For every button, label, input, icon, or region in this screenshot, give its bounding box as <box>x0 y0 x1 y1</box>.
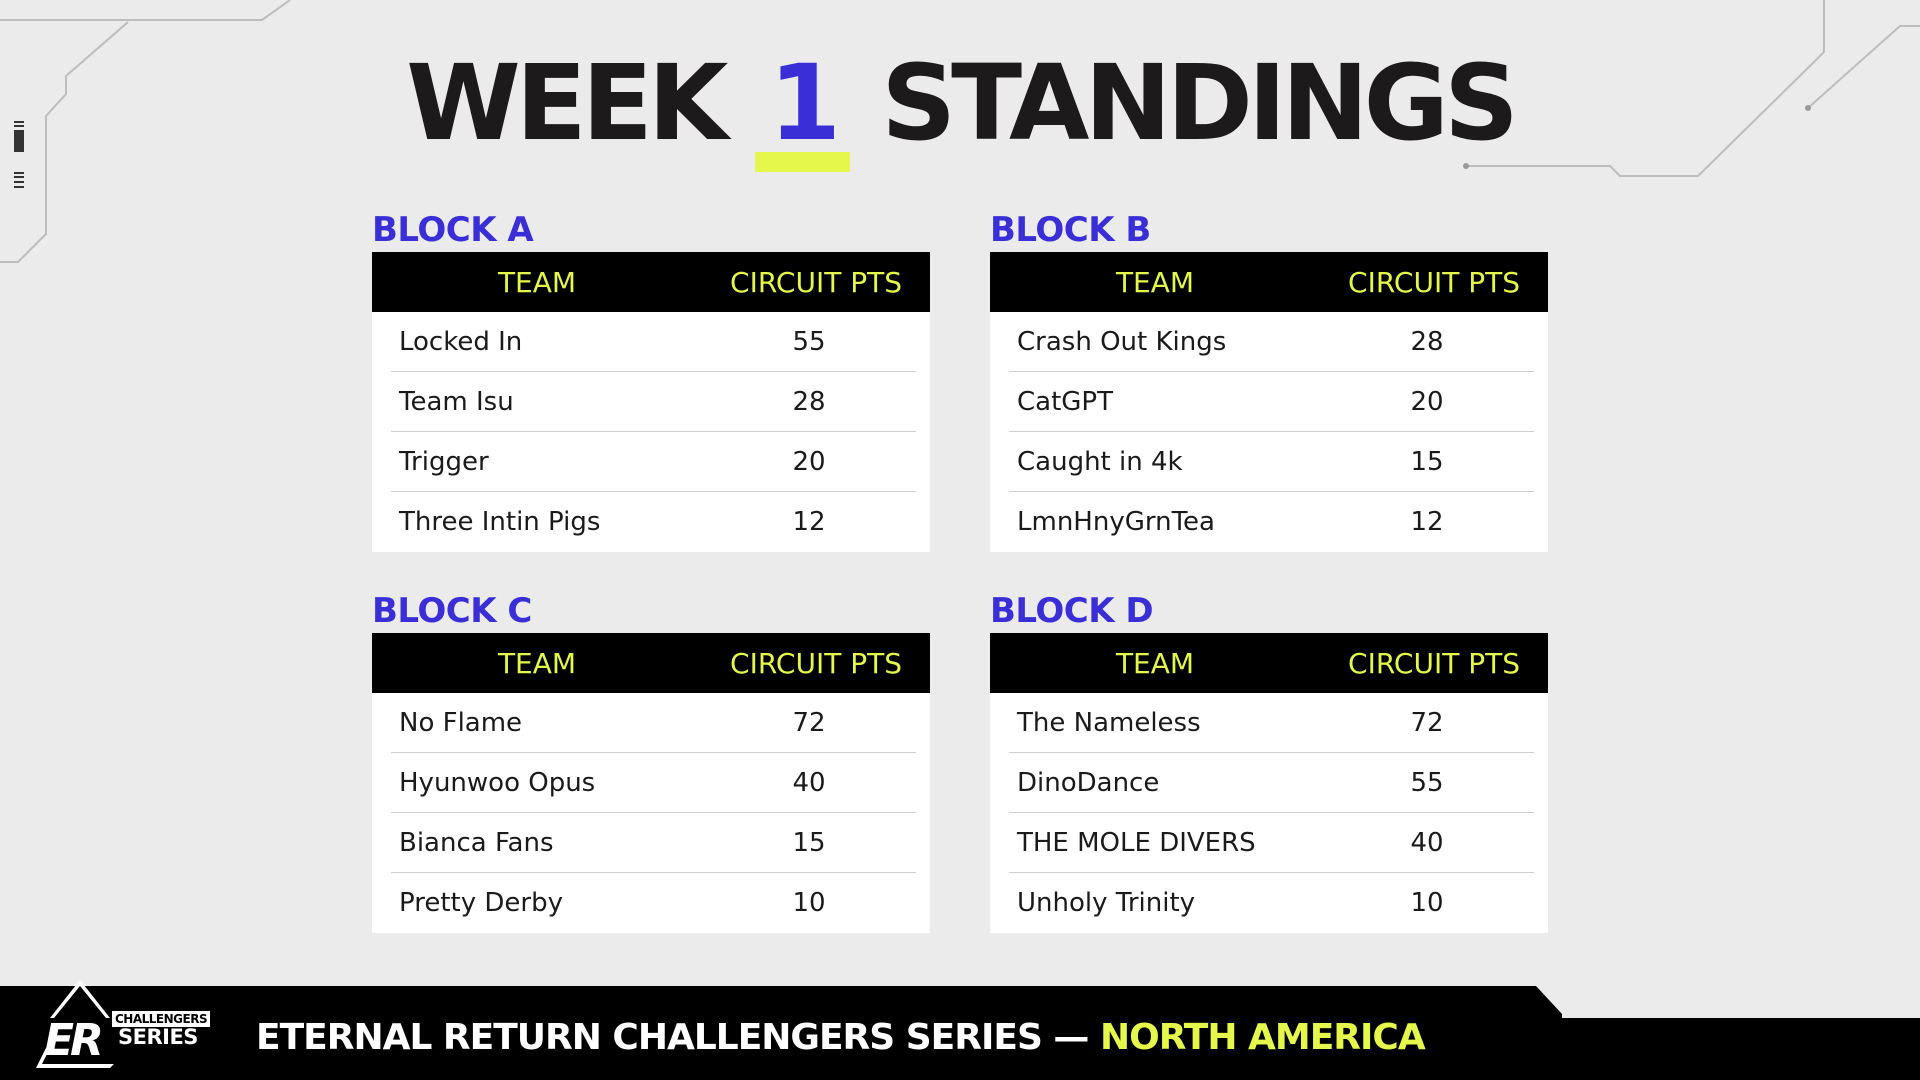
team-name: Three Intin Pigs <box>399 507 601 537</box>
team-name: Locked In <box>399 326 523 357</box>
team-name: DinoDance <box>1017 767 1160 798</box>
table-row: The Nameless 72 <box>1009 693 1534 753</box>
standings-table: TEAM CIRCUIT PTS Crash Out Kings 28 CatGP… <box>990 252 1548 552</box>
points-column-header: CIRCUIT PTS <box>730 646 902 680</box>
team-name: No Flame <box>399 707 523 738</box>
circuit-points: 72 <box>1410 707 1444 738</box>
series-name: ETERNAL RETURN CHALLENGERS SERIES — <box>256 1017 1100 1058</box>
circuit-points: 28 <box>792 386 826 417</box>
circuit-points: 40 <box>792 767 826 798</box>
table-row: Crash Out Kings 28 <box>1009 312 1534 372</box>
title-standings: STANDINGS <box>850 42 1519 164</box>
table-row: Trigger 20 <box>391 432 916 492</box>
team-name: The Nameless <box>1017 707 1201 738</box>
table-row: LmnHnyGrnTea 12 <box>1009 492 1534 552</box>
circuit-points: 10 <box>792 888 826 918</box>
logo-challengers-text: CHALLENGERS <box>112 1011 211 1027</box>
team-name: Pretty Derby <box>399 888 563 918</box>
footer-background <box>0 986 1920 1080</box>
block-title: BLOCK C <box>372 591 532 631</box>
table-header: TEAM CIRCUIT PTS <box>372 252 930 312</box>
table-row: Locked In 55 <box>391 312 916 372</box>
team-name: CatGPT <box>1017 386 1113 417</box>
team-column-header: TEAM <box>1115 646 1195 680</box>
points-column-header: CIRCUIT PTS <box>1348 646 1520 680</box>
circuit-points: 20 <box>1410 386 1444 417</box>
team-name: Trigger <box>399 446 489 477</box>
table-row: Bianca Fans 15 <box>391 813 916 873</box>
table-row: Unholy Trinity 10 <box>1009 873 1534 933</box>
team-name: LmnHnyGrnTea <box>1017 507 1215 537</box>
page-title: WEEK 1 STANDINGS <box>0 48 1920 158</box>
table-header: TEAM CIRCUIT PTS <box>990 633 1548 693</box>
block-c-standings: BLOCK C TEAM CIRCUIT PTS No Flame 72 Hyun… <box>372 589 930 933</box>
table-row: DinoDance 55 <box>1009 753 1534 813</box>
team-name: Hyunwoo Opus <box>399 767 596 798</box>
circuit-points: 12 <box>792 507 826 537</box>
table-header: TEAM CIRCUIT PTS <box>372 633 930 693</box>
circuit-points: 15 <box>1410 446 1444 477</box>
circuit-points: 55 <box>792 326 826 357</box>
challengers-series-logo <box>36 980 114 1068</box>
block-d-standings: BLOCK D TEAM CIRCUIT PTS The Nameless 72 … <box>990 589 1548 933</box>
region-name: NORTH AMERICA <box>1099 1017 1426 1058</box>
circuit-points: 10 <box>1410 888 1444 918</box>
block-title: BLOCK B <box>990 210 1151 250</box>
points-column-header: CIRCUIT PTS <box>1348 265 1520 299</box>
team-name: Caught in 4k <box>1017 446 1183 477</box>
circuit-points: 55 <box>1410 767 1444 798</box>
table-row: Team Isu 28 <box>391 372 916 432</box>
team-name: Crash Out Kings <box>1017 326 1227 357</box>
circuit-points: 28 <box>1410 326 1444 357</box>
team-column-header: TEAM <box>497 265 577 299</box>
team-name: Unholy Trinity <box>1017 888 1196 918</box>
points-column-header: CIRCUIT PTS <box>730 265 902 299</box>
circuit-points: 72 <box>792 707 826 738</box>
block-title: BLOCK A <box>372 210 534 250</box>
block-b-standings: BLOCK B TEAM CIRCUIT PTS Crash Out Kings… <box>990 208 1548 552</box>
circuit-points: 12 <box>1410 507 1444 537</box>
team-name: Team Isu <box>399 386 514 417</box>
circuit-points: 40 <box>1410 827 1444 858</box>
circuit-points: 15 <box>792 827 826 858</box>
table-row: Caught in 4k 15 <box>1009 432 1534 492</box>
standings-table: TEAM CIRCUIT PTS Locked In 55 Team Isu 28 … <box>372 252 930 552</box>
team-column-header: TEAM <box>1115 265 1195 299</box>
team-name: Bianca Fans <box>399 827 554 858</box>
circuit-points: 20 <box>792 446 826 477</box>
table-row: Three Intin Pigs 12 <box>391 492 916 552</box>
footer-banner <box>0 986 1920 1080</box>
title-week-number: 1 <box>755 42 850 164</box>
table-row: Hyunwoo Opus 40 <box>391 753 916 813</box>
title-week: WEEK <box>406 42 755 164</box>
table-row: THE MOLE DIVERS 40 <box>1009 813 1534 873</box>
logo-mark: ER <box>44 1015 104 1066</box>
table-row: CatGPT 20 <box>1009 372 1534 432</box>
standings-table: TEAM CIRCUIT PTS The Nameless 72 DinoDanc… <box>990 633 1548 933</box>
footer-series-title: ETERNAL RETURN CHALLENGERS SERIES — NORT… <box>256 1017 1426 1058</box>
table-row: No Flame 72 <box>391 693 916 753</box>
team-column-header: TEAM <box>497 646 577 680</box>
table-row: Pretty Derby 10 <box>391 873 916 933</box>
block-a-standings: BLOCK A TEAM CIRCUIT PTS Locked In 55 Tea… <box>372 208 930 552</box>
team-name: THE MOLE DIVERS <box>1017 827 1256 858</box>
table-header: TEAM CIRCUIT PTS <box>990 252 1548 312</box>
logo-series-text: SERIES <box>118 1025 198 1049</box>
block-title: BLOCK D <box>990 591 1154 631</box>
standings-table: TEAM CIRCUIT PTS No Flame 72 Hyunwoo Opus… <box>372 633 930 933</box>
